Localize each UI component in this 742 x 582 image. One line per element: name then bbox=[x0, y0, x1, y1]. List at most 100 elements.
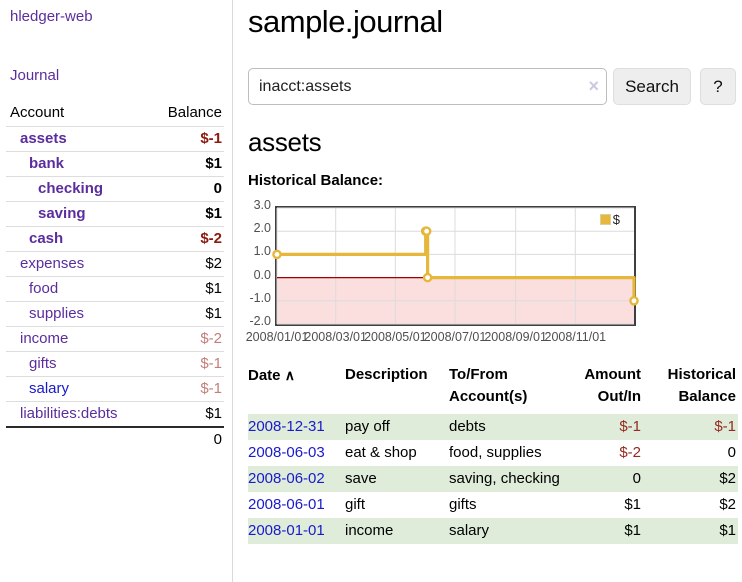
y-axis-tick-label: -1.0 bbox=[249, 290, 271, 305]
transaction-row[interactable]: 2008-01-01 income salary $1 $1 bbox=[248, 518, 738, 544]
account-link-expenses[interactable]: expenses bbox=[20, 255, 85, 272]
account-balance: $-2 bbox=[147, 226, 224, 252]
account-row-income: income $-2 bbox=[6, 326, 224, 352]
account-balance: $-1 bbox=[147, 351, 224, 377]
transaction-date-link[interactable]: 2008-06-02 bbox=[248, 470, 325, 487]
transaction-description: save bbox=[345, 470, 377, 487]
accounts-total-row: 0 bbox=[6, 426, 224, 452]
transaction-balance: $2 bbox=[719, 496, 736, 513]
account-row-checking: checking 0 bbox=[6, 176, 224, 202]
search-form: × Search ? bbox=[248, 68, 742, 105]
account-column-header: Account bbox=[10, 104, 65, 121]
account-row-bank: bank $1 bbox=[6, 151, 224, 177]
help-button[interactable]: ? bbox=[700, 68, 736, 105]
account-balance: $-1 bbox=[147, 376, 224, 402]
chart-legend: $ bbox=[599, 212, 620, 227]
amount-column-header: Amount Out/In bbox=[584, 366, 641, 405]
transaction-accounts: food, supplies bbox=[449, 444, 542, 461]
transaction-description: income bbox=[345, 522, 394, 539]
account-link-saving[interactable]: saving bbox=[38, 205, 86, 222]
account-link-assets[interactable]: assets bbox=[20, 130, 67, 147]
account-row-cash: cash $-2 bbox=[6, 226, 224, 252]
transaction-amount: $1 bbox=[624, 496, 641, 513]
y-axis-tick-label: 2.0 bbox=[253, 221, 271, 236]
transaction-accounts: saving, checking bbox=[449, 470, 560, 487]
x-axis-tick-label: 2008/11/01 bbox=[544, 330, 607, 344]
search-button[interactable]: Search bbox=[613, 68, 691, 105]
transaction-date-link[interactable]: 2008-01-01 bbox=[248, 522, 325, 539]
clear-search-icon[interactable]: × bbox=[588, 76, 599, 96]
transaction-accounts: gifts bbox=[449, 496, 477, 513]
x-axis-tick-label: 2008/07/01 bbox=[423, 330, 487, 344]
balance-column-header: Balance bbox=[167, 104, 222, 121]
transaction-balance: $2 bbox=[719, 470, 736, 487]
account-link-food[interactable]: food bbox=[29, 280, 59, 297]
transaction-amount: 0 bbox=[632, 470, 641, 487]
description-column-header: Description bbox=[345, 366, 428, 383]
account-balance: $2 bbox=[147, 251, 224, 277]
transaction-balance: 0 bbox=[727, 444, 736, 461]
accounts-table: Account Balance assets $-1 bank $1 check… bbox=[6, 102, 224, 452]
balance-column-header: Historical Balance bbox=[667, 366, 736, 405]
transaction-balance: $-1 bbox=[714, 418, 736, 435]
x-axis-tick-label: 2008/01/01 bbox=[245, 330, 309, 344]
account-row-supplies: supplies $1 bbox=[6, 301, 224, 327]
transactions-table: Date ∧ Description To/From Account(s) Am… bbox=[248, 362, 738, 544]
x-axis-tick-label: 2008/05/01 bbox=[364, 330, 427, 344]
account-link-gifts[interactable]: gifts bbox=[29, 355, 57, 372]
account-row-expenses: expenses $2 bbox=[6, 251, 224, 277]
x-axis-tick-label: 2008/03/01 bbox=[304, 330, 367, 344]
account-balance: $-1 bbox=[147, 126, 224, 152]
account-row-salary: salary $-1 bbox=[6, 376, 224, 402]
transactions-header-row: Date ∧ Description To/From Account(s) Am… bbox=[248, 362, 738, 414]
register-account-heading: assets bbox=[248, 127, 322, 157]
transaction-date-link[interactable]: 2008-12-31 bbox=[248, 418, 325, 435]
x-axis-tick-label: 2008/09/01 bbox=[484, 330, 547, 344]
chart-title: Historical Balance: bbox=[248, 172, 384, 189]
sidebar: hledger-web Journal Account Balance asse… bbox=[0, 0, 233, 582]
y-axis-tick-label: -2.0 bbox=[249, 314, 271, 328]
date-header-label: Date bbox=[248, 367, 281, 384]
account-link-liabilities-debts[interactable]: liabilities:debts bbox=[20, 405, 118, 422]
transaction-row[interactable]: 2008-06-02 save saving, checking 0 $2 bbox=[248, 466, 738, 492]
account-link-supplies[interactable]: supplies bbox=[29, 305, 85, 322]
transaction-amount: $1 bbox=[624, 522, 641, 539]
account-link-bank[interactable]: bank bbox=[29, 155, 65, 172]
transaction-date-link[interactable]: 2008-06-03 bbox=[248, 444, 325, 461]
y-axis-tick-label: 3.0 bbox=[253, 198, 271, 212]
app-title-link[interactable]: hledger-web bbox=[10, 8, 93, 25]
legend-label: $ bbox=[612, 212, 620, 227]
y-axis-tick-label: 0.0 bbox=[253, 267, 271, 282]
account-row-gifts: gifts $-1 bbox=[6, 351, 224, 377]
account-balance: $1 bbox=[147, 276, 224, 302]
account-link-cash[interactable]: cash bbox=[29, 230, 64, 247]
account-row-liabilities-debts: liabilities:debts $1 bbox=[6, 401, 224, 427]
page-title: sample.journal bbox=[248, 4, 443, 39]
account-row-saving: saving $1 bbox=[6, 201, 224, 227]
main-content: sample.journal × Search ? assets Histori… bbox=[233, 0, 742, 582]
account-link-checking[interactable]: checking bbox=[38, 180, 104, 197]
account-link-income[interactable]: income bbox=[20, 330, 69, 347]
account-row-food: food $1 bbox=[6, 276, 224, 302]
transaction-description: pay off bbox=[345, 418, 390, 435]
search-input[interactable] bbox=[248, 68, 607, 105]
legend-swatch-icon bbox=[599, 214, 611, 225]
date-column-header[interactable]: Date ∧ bbox=[248, 362, 345, 414]
transaction-date-link[interactable]: 2008-06-01 bbox=[248, 496, 325, 513]
account-balance: $1 bbox=[147, 201, 224, 227]
chart-plot-area: $ bbox=[272, 206, 639, 326]
accounts-header-row: Account Balance bbox=[6, 102, 224, 127]
historical-balance-chart: $ 3.0 2.0 1.0 0.0 -1.0 -2.0 2008/01/01 2008/03/… bbox=[245, 198, 742, 344]
transaction-row[interactable]: 2008-12-31 pay off debts $-1 $-1 bbox=[248, 414, 738, 440]
transaction-description: gift bbox=[345, 496, 366, 513]
account-link-salary[interactable]: salary bbox=[29, 380, 70, 397]
account-balance: 0 bbox=[147, 176, 224, 202]
transaction-row[interactable]: 2008-06-03 eat & shop food, supplies $-2… bbox=[248, 440, 738, 466]
transaction-amount: $-1 bbox=[619, 418, 641, 435]
transaction-balance: $1 bbox=[719, 522, 736, 539]
account-balance: $1 bbox=[147, 401, 224, 427]
transaction-row[interactable]: 2008-06-01 gift gifts $1 $2 bbox=[248, 492, 738, 518]
account-balance: $-2 bbox=[147, 326, 224, 352]
sidebar-item-journal[interactable]: Journal bbox=[10, 67, 60, 84]
